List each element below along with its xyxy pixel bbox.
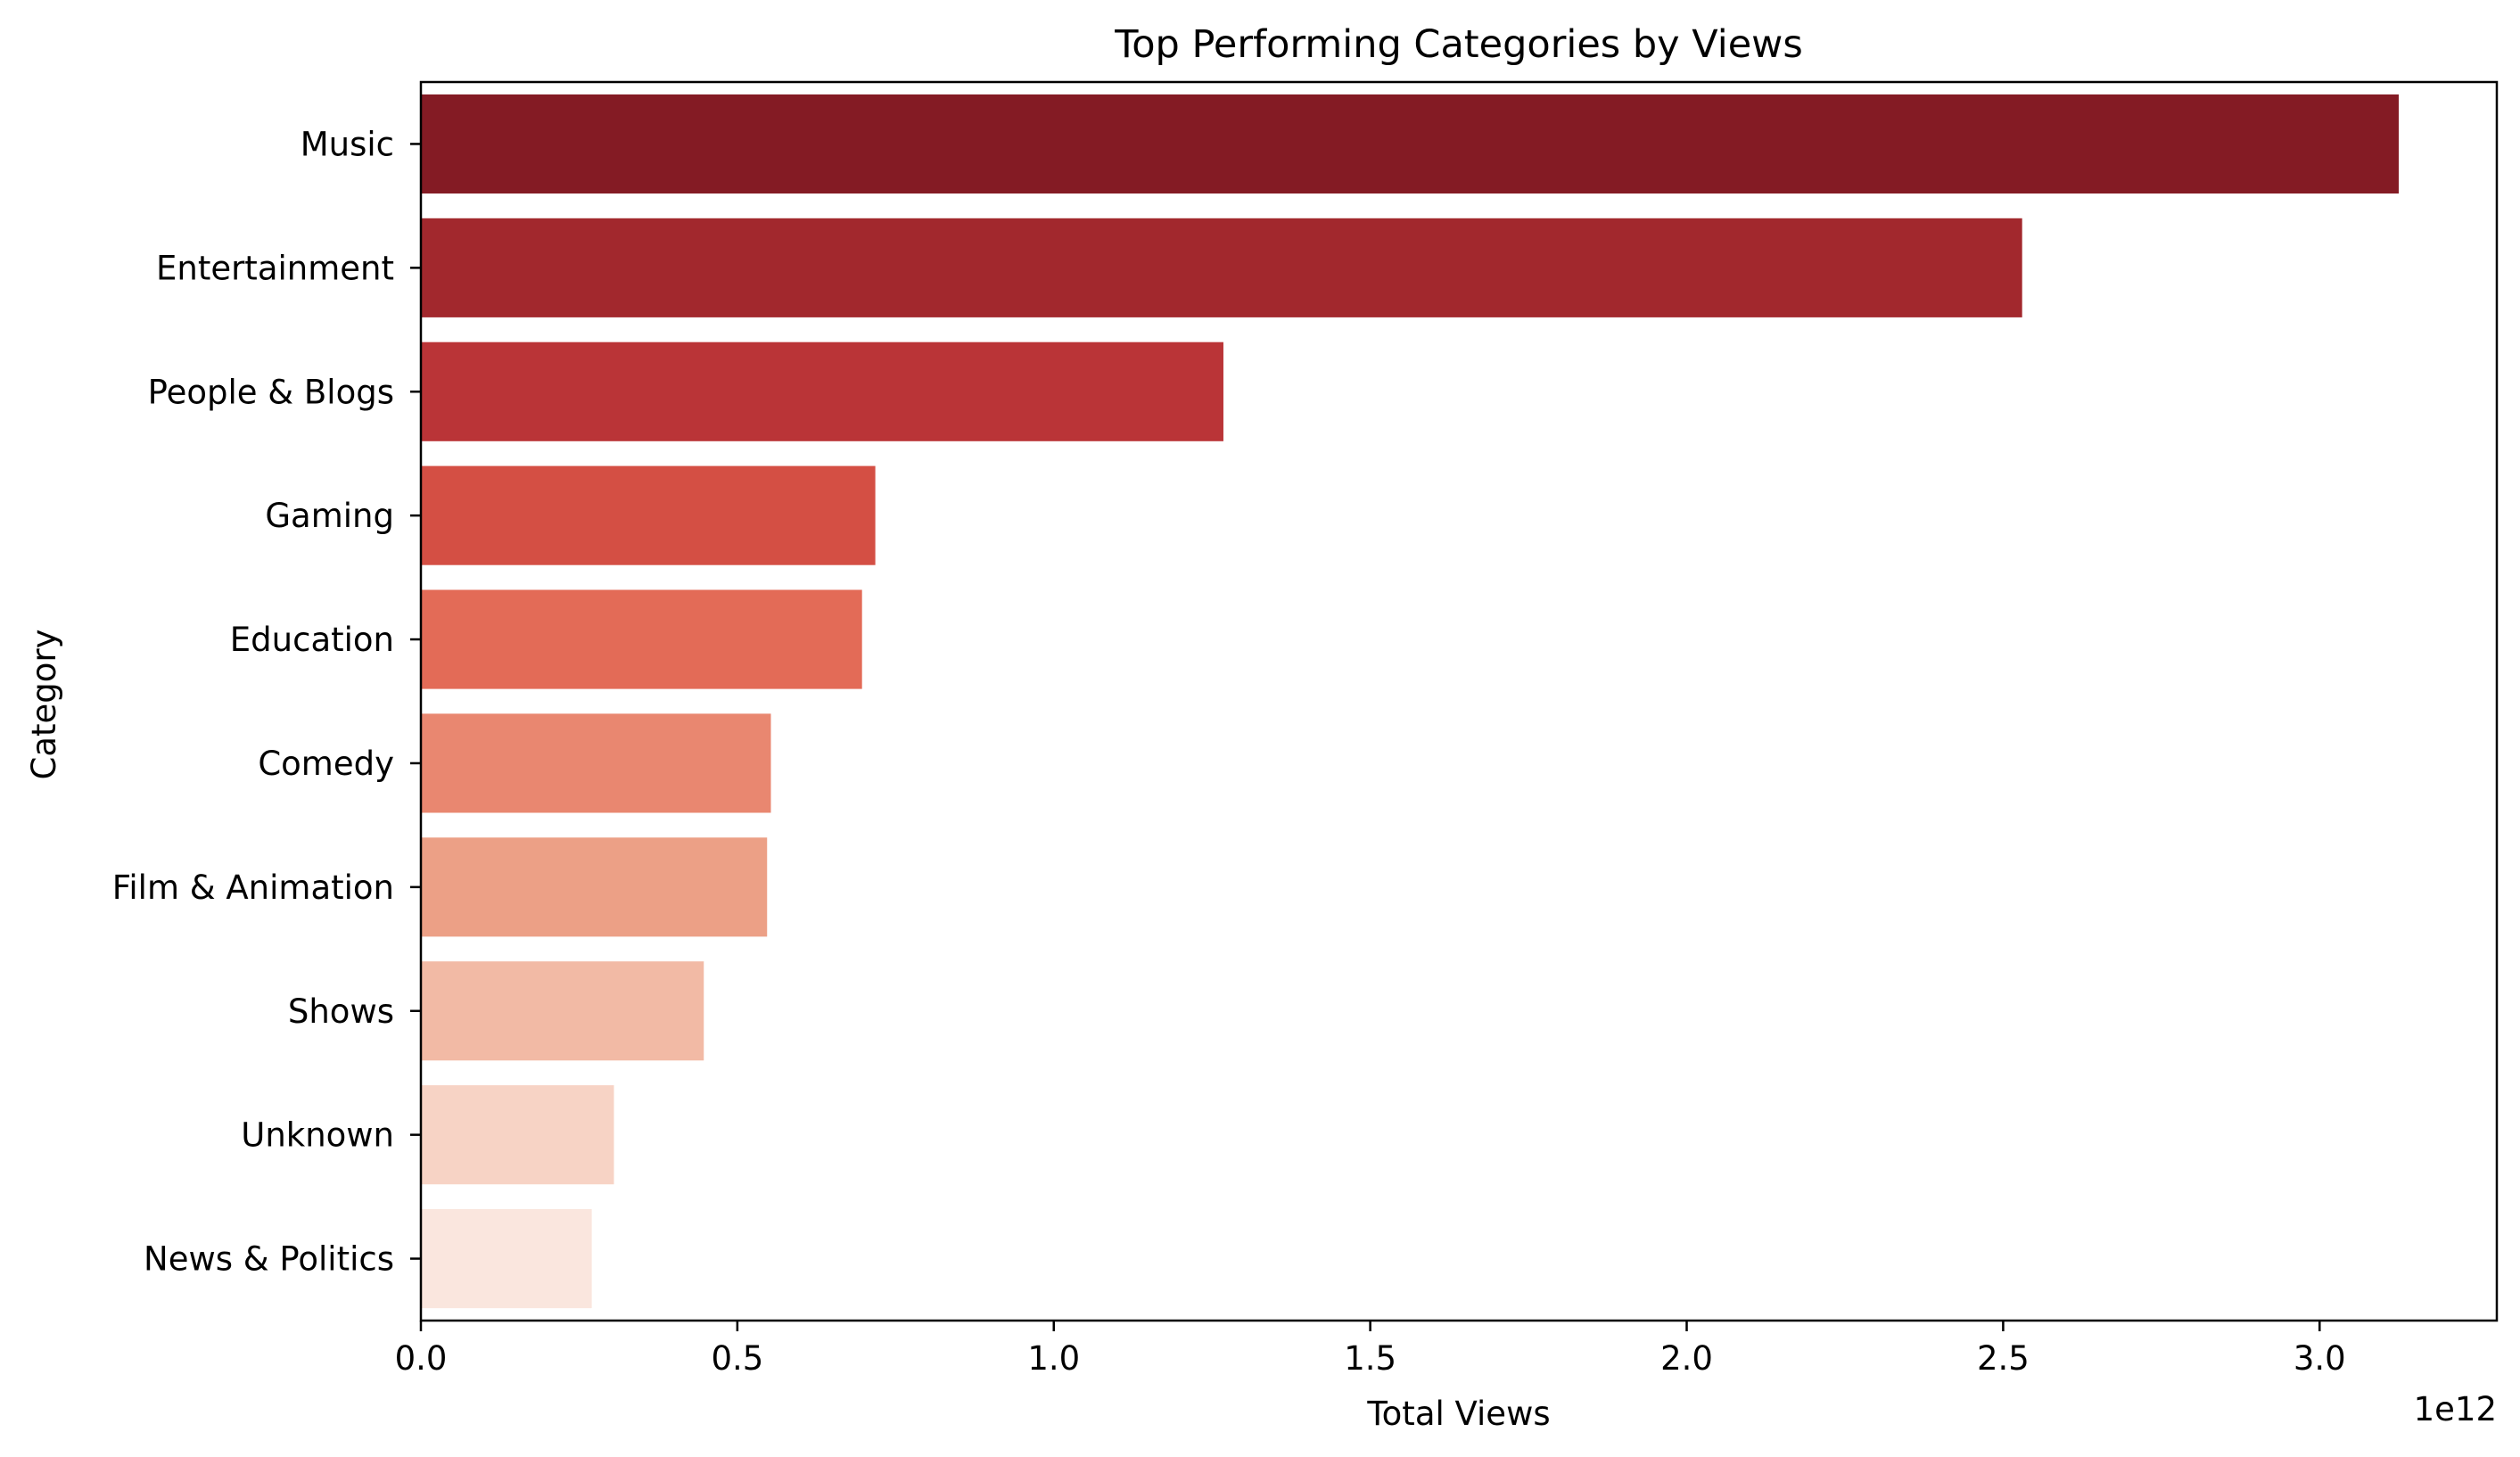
y-tick-label: People & Blogs [148,373,394,411]
x-tick-label: 0.5 [711,1339,763,1378]
x-tick-label: 3.0 [2294,1339,2346,1378]
y-tick-label: Shows [288,992,394,1031]
bar-film-and-animation [421,837,768,937]
bars-group [421,94,2399,1309]
bar-people-and-blogs [421,342,1223,441]
bar-comedy [421,713,771,813]
bar-unknown [421,1085,614,1185]
x-axis-ticks: 0.0 0.5 1.0 1.5 2.0 2.5 3.0 [395,1321,2346,1378]
bar-music [421,94,2399,194]
x-axis-label: Total Views [1366,1395,1550,1433]
y-tick-label: Comedy [258,745,394,783]
bar-news-and-politics [421,1208,592,1309]
x-tick-label: 2.0 [1660,1339,1713,1378]
plot-frame [419,80,2499,1322]
y-axis-label: Category [25,629,63,779]
y-tick-label: News & Politics [144,1240,394,1279]
y-tick-label: Music [301,125,394,163]
y-tick-label: Unknown [241,1116,394,1155]
x-axis-offset-label: 1e12 [2414,1390,2497,1428]
y-tick-label: Entertainment [156,249,394,287]
bar-shows [421,961,704,1061]
bar-education [421,589,862,689]
chart-title: Top Performing Categories by Views [1114,22,1802,67]
y-axis-ticks: Music Entertainment People & Blogs Gaming Ed… [112,125,421,1279]
x-tick-label: 1.5 [1344,1339,1396,1378]
x-tick-label: 0.0 [395,1339,448,1378]
y-tick-label: Film & Animation [112,868,394,907]
bar-gaming [421,465,876,565]
x-tick-label: 1.0 [1027,1339,1080,1378]
y-tick-label: Gaming [265,497,394,535]
x-tick-label: 2.5 [1977,1339,2030,1378]
bar-entertainment [421,218,2022,317]
y-tick-label: Education [230,621,394,659]
